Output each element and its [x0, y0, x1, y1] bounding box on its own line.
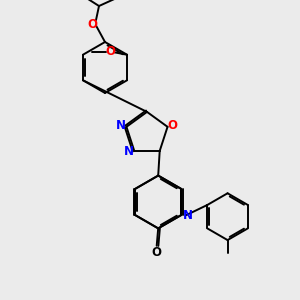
Text: N: N	[183, 209, 193, 222]
Text: O: O	[87, 18, 98, 31]
Text: N: N	[116, 119, 126, 132]
Text: O: O	[106, 45, 116, 58]
Text: N: N	[124, 146, 134, 158]
Text: O: O	[152, 246, 162, 259]
Text: O: O	[168, 119, 178, 132]
